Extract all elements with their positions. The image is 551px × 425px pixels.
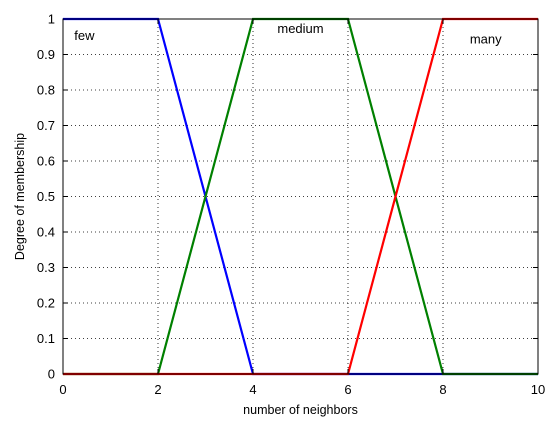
series-line-few (63, 17, 538, 376)
y-tick-label: 1 (48, 12, 55, 27)
y-tick-label: 0.9 (37, 47, 55, 62)
grid (63, 19, 538, 374)
y-axis-title: Degree of membership (13, 133, 27, 260)
y-tick-label: 0.5 (37, 189, 55, 204)
series-lines (63, 17, 538, 376)
y-tick-label: 0 (48, 367, 55, 382)
axis-ticks: 0 2 4 6 8 10 0 0.1 0.2 0.3 0.4 0.5 0.6 0.7 0.8 0.9 1 (37, 12, 545, 398)
y-tick-label: 0.1 (37, 331, 55, 346)
annotation-medium: medium (277, 21, 323, 36)
y-tick-label: 0.4 (37, 225, 55, 240)
y-tick-label: 0.7 (37, 118, 55, 133)
x-tick-label: 0 (59, 382, 66, 397)
annotations: few medium many (74, 21, 502, 47)
x-tick-label: 4 (249, 382, 256, 397)
x-tick-label: 10 (531, 382, 545, 397)
annotation-many: many (470, 32, 502, 47)
y-tick-label: 0.8 (37, 83, 55, 98)
x-tick-label: 8 (439, 382, 446, 397)
y-tick-label: 0.2 (37, 296, 55, 311)
y-tick-label: 0.3 (37, 260, 55, 275)
x-tick-label: 2 (154, 382, 161, 397)
plot-area-frame (62, 18, 539, 375)
series-line-medium (63, 17, 538, 376)
x-tick-label: 6 (344, 382, 351, 397)
annotation-few: few (74, 28, 95, 43)
series-line-many (63, 17, 538, 376)
y-tick-label: 0.6 (37, 154, 55, 169)
x-axis-title: number of neighbors (243, 403, 358, 417)
